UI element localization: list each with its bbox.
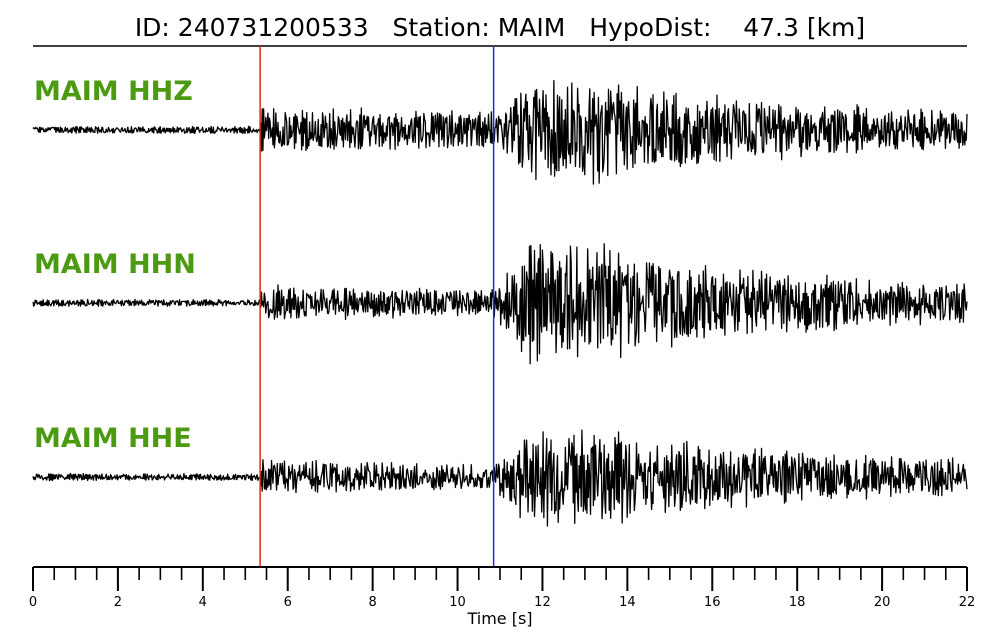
traces [32,79,968,527]
x-tick-label: 14 [619,595,636,610]
x-tick-label: 6 [284,595,292,610]
x-tick-label: 0 [29,595,37,610]
x-tick-label: 8 [368,595,376,610]
waveform-maim-hhz [32,79,968,185]
trace-label-hhe: MAIM HHE [34,423,192,454]
x-tick-label: 12 [534,595,551,610]
x-tick-label: 16 [704,595,721,610]
x-axis-label: Time [s] [466,609,532,628]
x-tick-label: 22 [959,595,976,610]
x-tick-label: 4 [199,595,207,610]
x-axis: 0 2 4 6 8 10 12 14 16 18 20 22 [29,566,976,610]
trace-label-hhz: MAIM HHZ [34,76,193,107]
waveform-maim-hhn [32,243,968,365]
phase-picks [259,46,495,567]
x-tick-label: 10 [449,595,466,610]
chart-title: ID: 240731200533 Station: MAIM HypoDist:… [135,13,865,42]
trace-label-hhn: MAIM HHN [34,249,196,280]
waveform-maim-hhe [32,429,968,527]
x-tick-label: 2 [114,595,122,610]
x-tick-label: 20 [874,595,891,610]
x-tick-label: 18 [789,595,806,610]
